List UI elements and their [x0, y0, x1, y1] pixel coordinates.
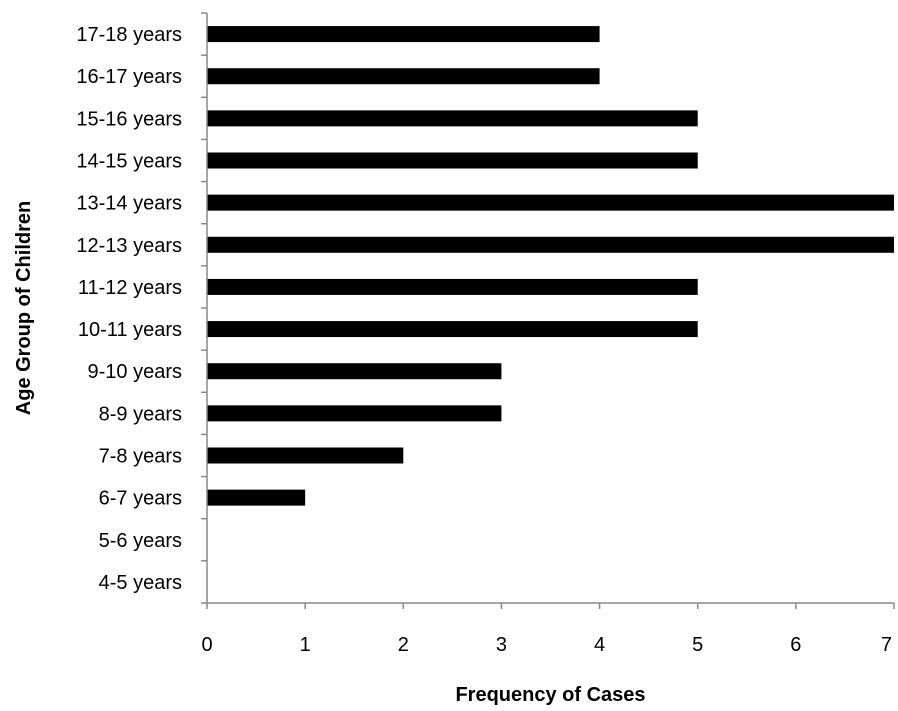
- bar-10-11-years: [207, 321, 698, 338]
- y-tick-label: 9-10 years: [88, 361, 183, 383]
- y-tick-label: 6-7 years: [99, 488, 182, 510]
- y-tick-label: 10-11 years: [78, 319, 182, 341]
- bar-14-15-years: [207, 152, 698, 169]
- x-ticks: 0 1 2 3 4 5 6 7: [201, 603, 895, 656]
- bar-12-13-years: [207, 236, 894, 253]
- y-tick-label: 5-6 years: [99, 530, 182, 552]
- x-tick-label: 4: [594, 634, 605, 656]
- bar-11-12-years: [207, 278, 698, 295]
- x-tick-label: 2: [398, 634, 409, 656]
- x-tick-label: 1: [300, 634, 311, 656]
- bar-17-18-years: [207, 26, 600, 43]
- y-ticks: 4-5 years 5-6 years 6-7 years 7-8 years 8-9 …: [76, 12, 207, 604]
- bar-9-10-years: [207, 363, 502, 380]
- bar-8-9-years: [207, 405, 502, 422]
- y-tick-label: 11-12 years: [78, 277, 182, 299]
- x-tick-label: 0: [201, 634, 212, 656]
- x-tick-label: 6: [790, 634, 801, 656]
- y-tick-label: 13-14 years: [76, 193, 182, 215]
- x-tick-label: 5: [692, 634, 703, 656]
- bar-15-16-years: [207, 110, 698, 127]
- y-tick-label: 14-15 years: [76, 151, 182, 173]
- bar-6-7-years: [207, 489, 306, 506]
- x-tick-label: 7: [881, 634, 892, 656]
- y-tick-label: 8-9 years: [99, 403, 182, 425]
- y-tick-label: 7-8 years: [99, 446, 182, 468]
- y-axis-title: Age Group of Children: [13, 201, 35, 415]
- bars-layer: [207, 26, 894, 506]
- bar-7-8-years: [207, 447, 404, 464]
- y-tick-label: 15-16 years: [76, 108, 182, 130]
- y-tick-label: 4-5 years: [99, 572, 182, 594]
- y-tick-label: 17-18 years: [76, 24, 182, 46]
- axes-layer: [206, 13, 894, 604]
- bar-13-14-years: [207, 194, 894, 211]
- y-tick-label: 16-17 years: [76, 66, 182, 88]
- x-tick-label: 3: [496, 634, 507, 656]
- bar-16-17-years: [207, 68, 600, 85]
- y-tick-label: 12-13 years: [76, 235, 182, 257]
- x-axis-title: Frequency of Cases: [455, 684, 645, 706]
